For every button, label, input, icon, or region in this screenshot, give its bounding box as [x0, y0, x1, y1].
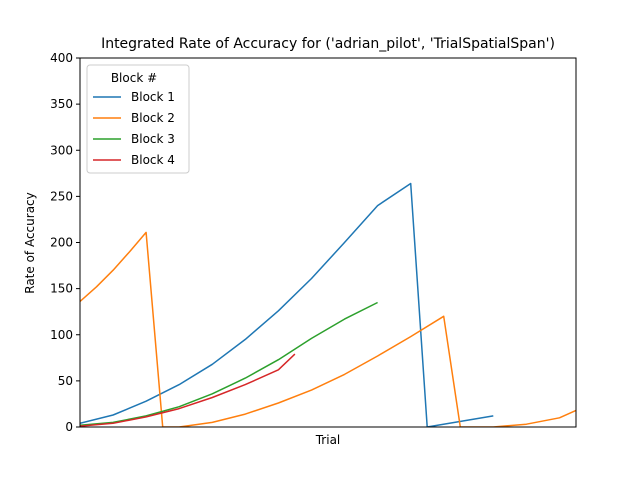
- legend-label: Block 3: [131, 132, 175, 146]
- y-tick-label: 250: [50, 189, 73, 203]
- y-tick-label: 50: [58, 374, 73, 388]
- y-axis: 0 50 100 150 200 250 300 350 400: [50, 51, 80, 434]
- legend-box: [86, 64, 190, 174]
- y-axis-label: Rate of Accuracy: [23, 192, 37, 294]
- y-tick-label: 350: [50, 97, 73, 111]
- y-tick-label: 0: [65, 420, 73, 434]
- x-axis-label: Trial: [315, 433, 341, 447]
- legend: Block # Block 1 Block 2 Block 3 Block 4: [86, 64, 190, 174]
- y-tick-label: 200: [50, 236, 73, 250]
- legend-label: Block 1: [131, 90, 175, 104]
- legend-title: Block #: [111, 71, 157, 85]
- series-line-block-2: [80, 231, 576, 427]
- series-line-block-4: [80, 353, 296, 427]
- legend-label: Block 4: [131, 153, 175, 167]
- plot-area: [80, 182, 576, 427]
- y-tick-label: 100: [50, 328, 73, 342]
- y-tick-label: 300: [50, 143, 73, 157]
- series-line-block-3: [80, 301, 378, 426]
- y-tick-label: 400: [50, 51, 73, 65]
- legend-label: Block 2: [131, 111, 175, 125]
- chart-title: Integrated Rate of Accuracy for ('adrian…: [101, 36, 555, 52]
- series-line-block-1: [80, 182, 494, 427]
- y-tick-label: 150: [50, 282, 73, 296]
